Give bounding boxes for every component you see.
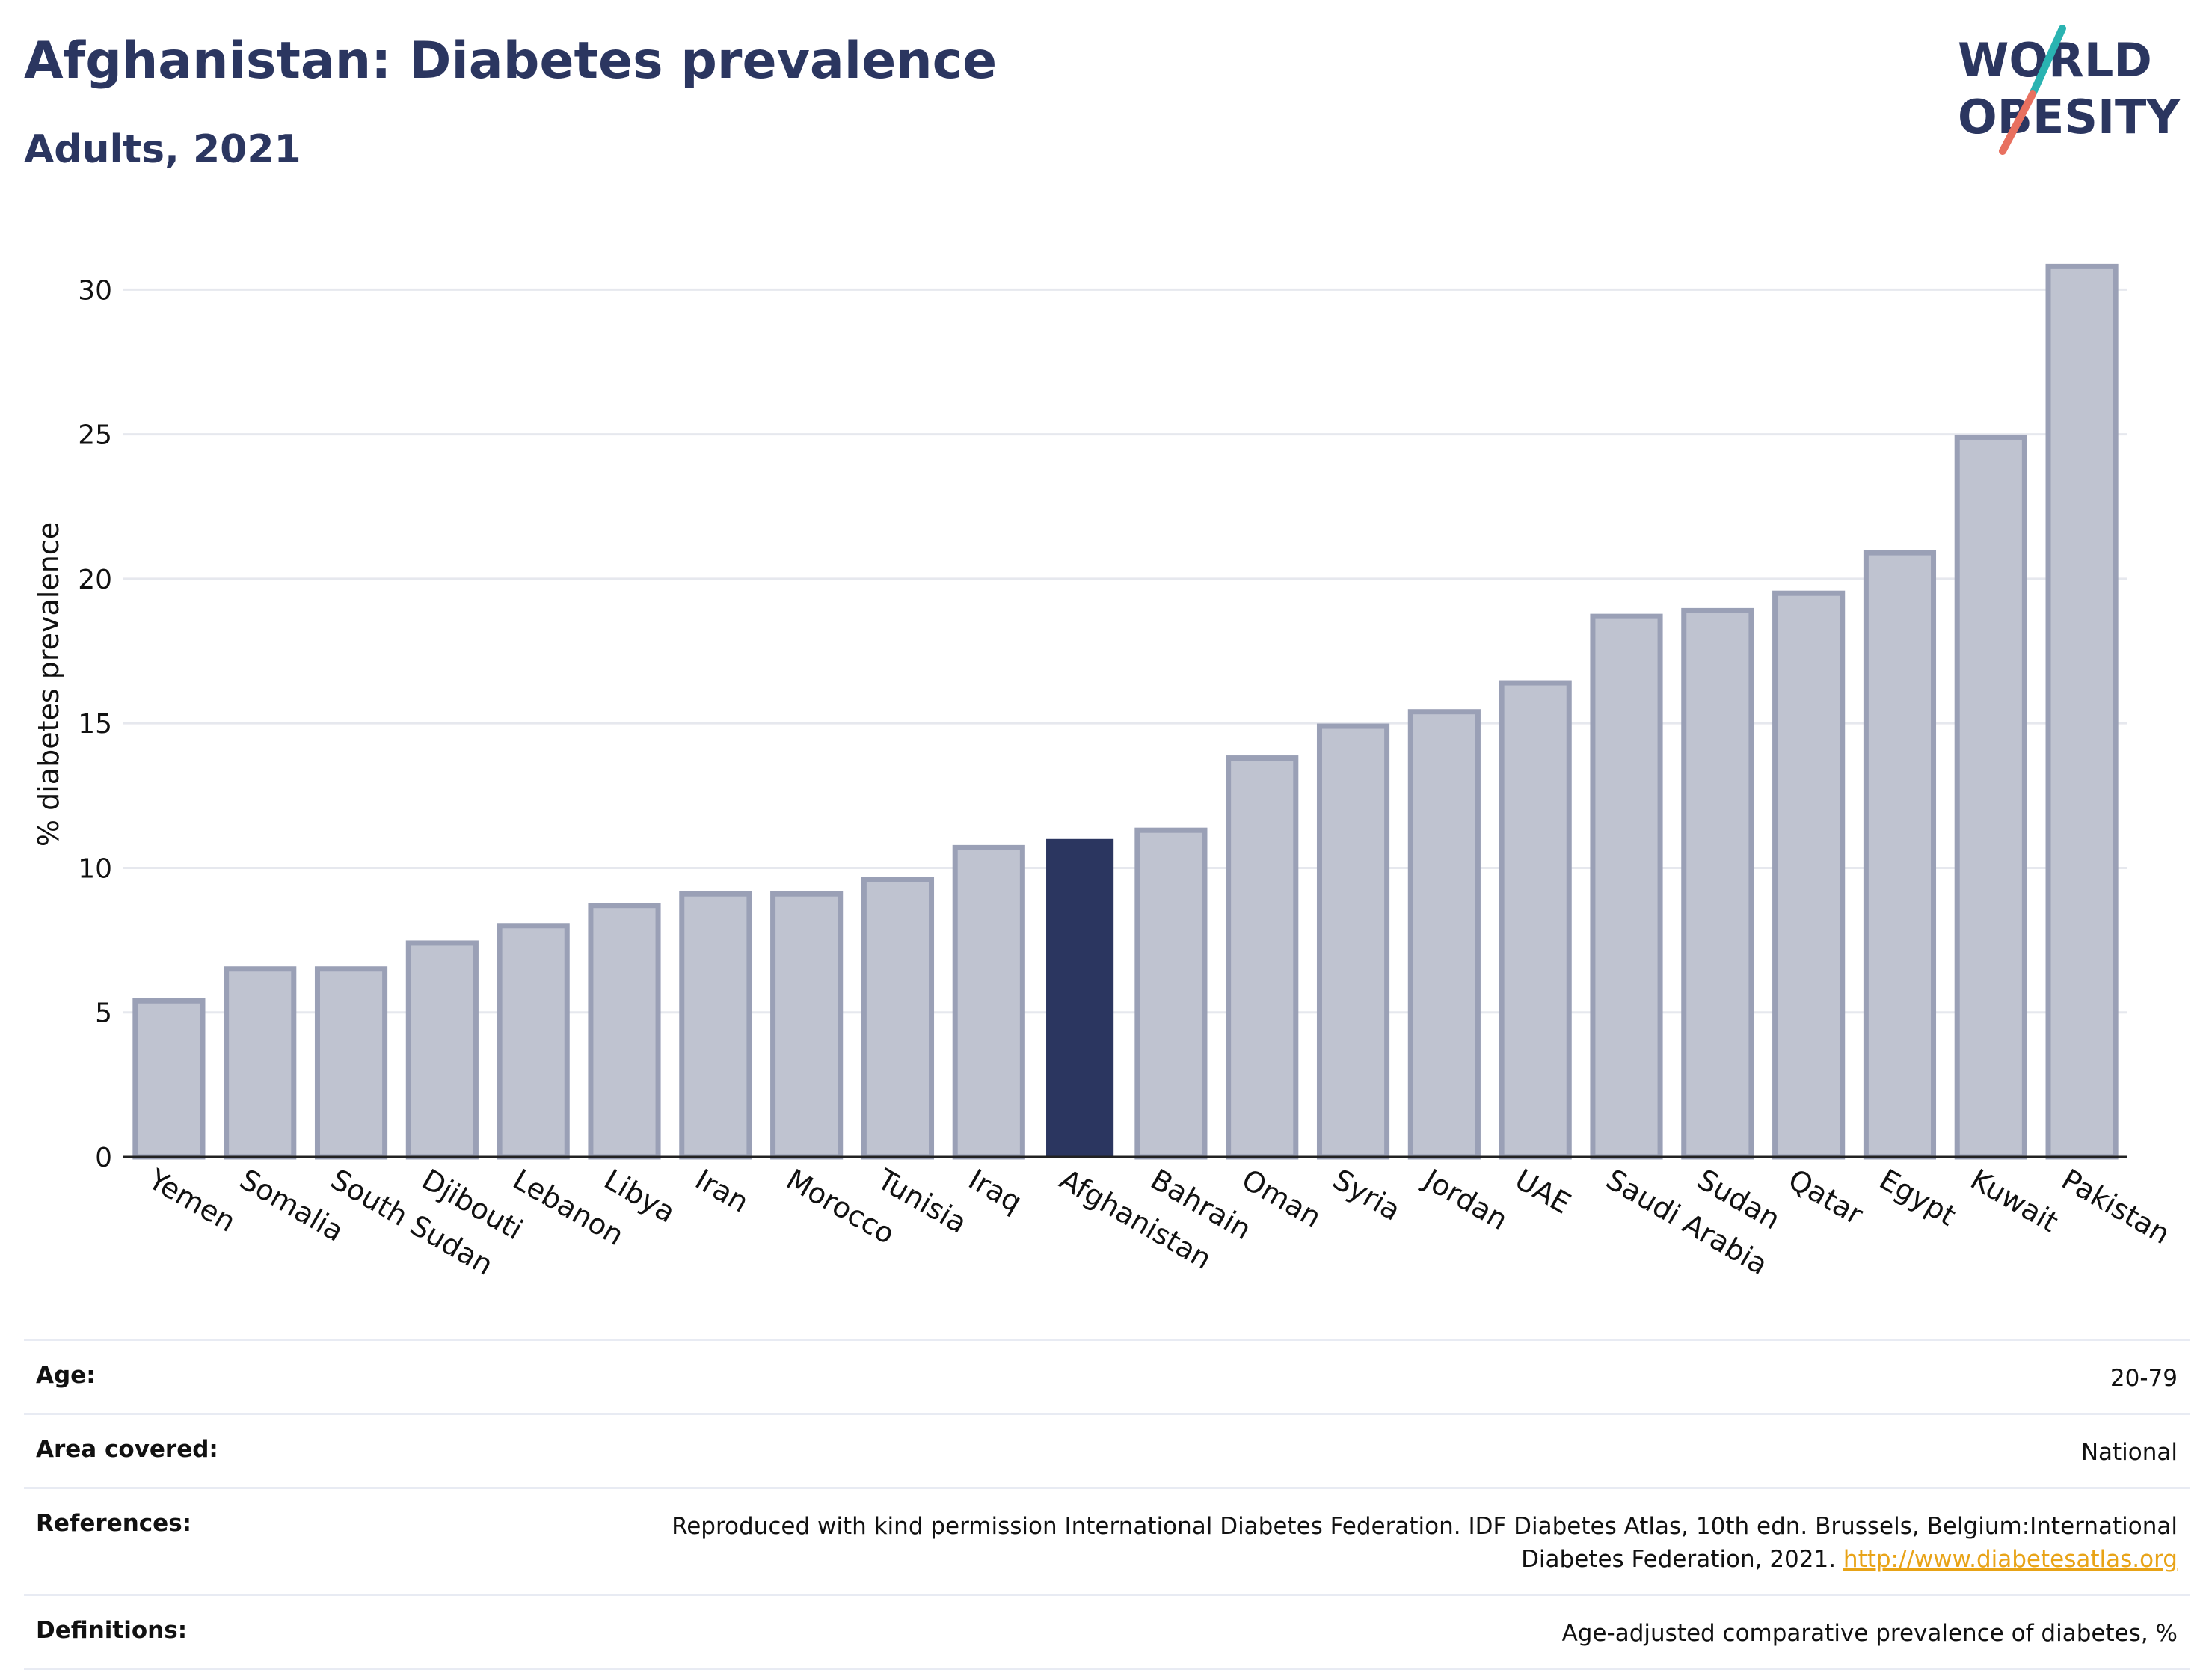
meta-value-area: National: [2080, 1439, 2178, 1466]
y-tick-label: 25: [78, 420, 112, 451]
meta-value-age: 20-79: [2110, 1365, 2178, 1392]
y-tick-label: 15: [78, 709, 112, 740]
bar-iran: [679, 891, 752, 1160]
bar-pakistan: [2045, 263, 2119, 1160]
meta-row-age: Age: 20-79: [24, 1339, 2190, 1413]
meta-value-definitions: Age-adjusted comparative prevalence of d…: [1561, 1620, 2178, 1647]
meta-label-references: References:: [36, 1510, 192, 1537]
y-tick-label: 0: [95, 1143, 112, 1173]
bar-syria: [1316, 723, 1390, 1160]
bar-kuwait: [1954, 434, 2027, 1160]
bar-jordan: [1407, 709, 1481, 1160]
x-tick-label: Syria: [1327, 1163, 1406, 1227]
page-subtitle: Adults, 2021: [24, 127, 301, 172]
y-tick-label: 30: [78, 275, 112, 306]
meta-row-references: References: Reproduced with kind permiss…: [24, 1487, 2190, 1594]
x-tick-label: Qatar: [1783, 1163, 1869, 1232]
references-link[interactable]: http://www.diabetesatlas.org: [1843, 1546, 2178, 1573]
x-tick-label: Afghanistan: [1054, 1163, 1217, 1276]
bar-sudan: [1681, 607, 1754, 1160]
meta-value-references: Reproduced with kind permission Internat…: [645, 1510, 2178, 1576]
y-axis-label: % diabetes prevalence: [32, 522, 65, 847]
bars: [132, 263, 2119, 1160]
references-text: Reproduced with kind permission Internat…: [672, 1513, 2178, 1573]
bar-afghanistan: [1046, 838, 1114, 1157]
meta-label-area: Area covered:: [36, 1436, 218, 1463]
logo-slash-coral: [1999, 90, 2036, 155]
logo-text-line2: OBESITY: [1958, 90, 2181, 144]
bar-chart: 0 5 10 15 20 25 30 % diabetes prevalence Yemen…: [32, 263, 2176, 1282]
logo-slash-teal: [2029, 25, 2066, 98]
bar-morocco: [770, 891, 844, 1160]
bar-libya: [588, 903, 661, 1160]
x-tick-label: Kuwait: [1965, 1163, 2064, 1239]
bar-saudi-arabia: [1590, 613, 1663, 1160]
x-tick-label: Pakistan: [2056, 1163, 2176, 1251]
bar-tunisia: [861, 877, 935, 1160]
y-tick-label: 20: [78, 565, 112, 595]
meta-label-definitions: Definitions:: [36, 1617, 188, 1644]
world-obesity-logo: WORLD OBESITY: [1958, 25, 2181, 155]
x-tick-label: Somalia: [234, 1163, 349, 1248]
bar-qatar: [1772, 590, 1846, 1160]
bar-south-sudan: [314, 966, 388, 1160]
y-axis-ticks: 0 5 10 15 20 25 30: [78, 275, 112, 1173]
x-tick-label: Jordan: [1417, 1162, 1513, 1237]
meta-label-age: Age:: [36, 1362, 96, 1389]
y-tick-label: 10: [78, 853, 112, 884]
x-tick-label: Iraq: [963, 1163, 1027, 1219]
bar-lebanon: [497, 923, 570, 1160]
metadata-table: Age: 20-79 Area covered: National Refere…: [24, 1339, 2190, 1670]
bar-egypt: [1863, 550, 1937, 1160]
bar-bahrain: [1134, 827, 1208, 1160]
bar-oman: [1226, 755, 1299, 1160]
x-tick-label: Egypt: [1874, 1163, 1961, 1232]
bar-yemen: [132, 998, 206, 1160]
x-tick-label: Yemen: [143, 1162, 242, 1238]
x-tick-label: UAE: [1510, 1163, 1576, 1221]
bar-iraq: [952, 844, 1025, 1160]
meta-row-area: Area covered: National: [24, 1413, 2190, 1487]
y-tick-label: 5: [95, 998, 112, 1029]
bar-uae: [1499, 680, 1572, 1160]
page-title: Afghanistan: Diabetes prevalence: [24, 31, 998, 90]
bar-djibouti: [405, 940, 479, 1160]
bar-somalia: [224, 966, 297, 1160]
meta-row-definitions: Definitions: Age-adjusted comparative pr…: [24, 1594, 2190, 1670]
x-tick-label: Iran: [689, 1163, 754, 1219]
